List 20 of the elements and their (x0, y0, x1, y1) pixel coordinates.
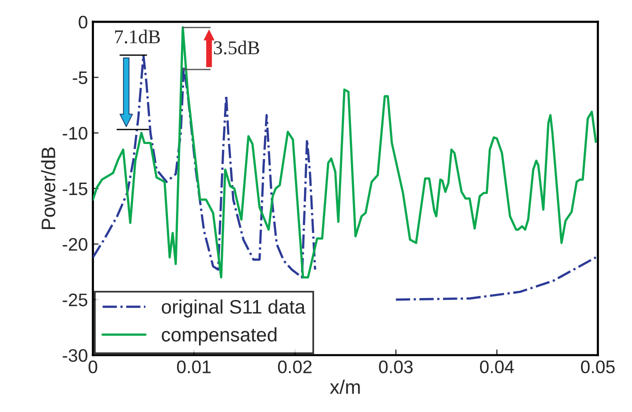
x-tick-label: 0.01 (177, 360, 211, 374)
y-tick-label: -15 (62, 182, 88, 196)
annotation: 3.5dB (214, 40, 260, 54)
y-tick-label: -20 (62, 238, 88, 251)
x-tick-label: 0 (88, 360, 98, 374)
annotation: 7.1dB (115, 30, 160, 44)
x-tick-label: 0.04 (480, 360, 514, 374)
y-tick-label: -5 (72, 72, 88, 84)
y-tick-label: -30 (62, 349, 88, 362)
y-tick-label: -25 (62, 294, 88, 306)
y-axis-title: Power/dB (41, 147, 56, 230)
line-series (92, 26, 597, 278)
x-axis-title: x/m (330, 380, 360, 394)
y-tick-label: -10 (62, 126, 88, 140)
x-tick-label: 0.03 (379, 360, 413, 374)
y-tick-label: 0 (78, 16, 88, 29)
x-tick-label: 0.02 (278, 360, 312, 374)
legend-label: compensated (162, 327, 276, 346)
legend-label: original S11 data (162, 299, 306, 318)
x-tick-label: 0.05 (581, 360, 615, 374)
